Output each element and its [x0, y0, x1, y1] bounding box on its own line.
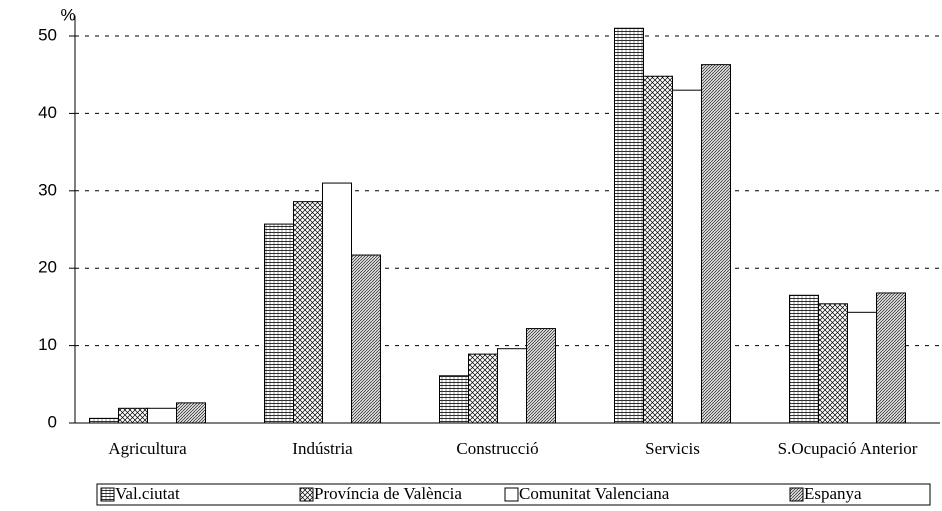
y-tick-label: 40: [38, 103, 57, 122]
bar: [322, 182, 352, 424]
bar: [526, 328, 556, 424]
bar: [789, 294, 819, 424]
legend-swatch: [100, 487, 115, 502]
x-tick-label: Indústria: [292, 439, 353, 458]
y-tick-label: 20: [38, 258, 57, 277]
bar: [118, 407, 148, 424]
bar: [643, 75, 673, 424]
bar: [497, 348, 527, 424]
y-tick-label: 10: [38, 335, 57, 354]
y-tick-label: 30: [38, 180, 57, 199]
bar: [876, 292, 906, 424]
y-tick-label: 0: [48, 412, 57, 431]
legend-swatch: [504, 487, 519, 502]
legend-swatch: [789, 487, 804, 502]
x-tick-label: S.Ocupació Anterior: [778, 439, 918, 458]
legend-swatch: [299, 487, 314, 502]
x-tick-label: Construcció: [456, 439, 538, 458]
bar: [89, 417, 119, 424]
bar: [439, 375, 469, 424]
bar: [293, 201, 323, 424]
x-tick-label: Agricultura: [108, 439, 187, 458]
bar: [701, 64, 731, 424]
legend-label: Província de València: [314, 484, 462, 503]
bar: [351, 254, 381, 424]
y-tick-label: 50: [38, 25, 57, 44]
bar: [264, 223, 294, 424]
legend-label: Val.ciutat: [115, 484, 180, 503]
legend-box: [96, 483, 931, 506]
bar: [614, 27, 644, 424]
y-axis-label: %: [60, 5, 75, 24]
bar: [672, 89, 702, 424]
legend-label: Espanya: [804, 484, 862, 503]
bar: [468, 353, 498, 424]
bar: [176, 402, 206, 424]
bar: [818, 303, 848, 424]
x-tick-label: Servicis: [645, 439, 700, 458]
bar: [847, 311, 877, 424]
legend-label: Comunitat Valenciana: [519, 484, 670, 503]
bar: [147, 407, 177, 424]
